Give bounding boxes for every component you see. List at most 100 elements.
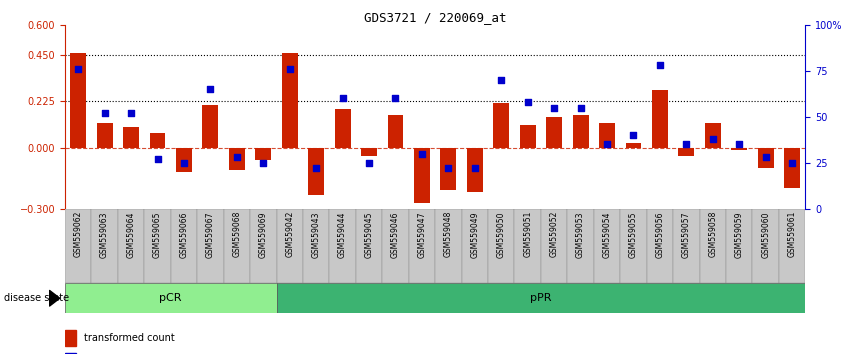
Text: GSM559057: GSM559057 (682, 211, 691, 258)
Text: pCR: pCR (159, 293, 182, 303)
Bar (171, 209, 197, 283)
Bar (520, 125, 536, 148)
Bar (779, 209, 805, 283)
Point (151, 156, 165, 162)
Bar (329, 209, 356, 283)
Point (283, 66, 297, 72)
Text: GSM559054: GSM559054 (603, 211, 611, 258)
Bar (308, 148, 324, 195)
Bar (92, 209, 118, 283)
Bar (65, 330, 76, 346)
Bar (334, 109, 351, 148)
Bar (647, 209, 673, 283)
Bar (70, 53, 86, 148)
Point (362, 160, 376, 166)
Point (256, 160, 270, 166)
Text: GSM559062: GSM559062 (74, 211, 82, 257)
Point (600, 142, 614, 147)
Text: GSM559043: GSM559043 (312, 211, 320, 258)
Bar (594, 209, 620, 283)
Bar (150, 133, 165, 148)
Point (733, 142, 746, 147)
Point (573, 105, 587, 110)
Text: GSM559068: GSM559068 (232, 211, 242, 257)
Point (494, 77, 508, 83)
Bar (700, 209, 726, 283)
Bar (462, 209, 488, 283)
Point (680, 142, 694, 147)
Text: GSM559063: GSM559063 (100, 211, 109, 258)
Text: GSM559053: GSM559053 (576, 211, 585, 258)
Point (98, 110, 112, 116)
Text: GSM559069: GSM559069 (259, 211, 268, 258)
Bar (303, 209, 329, 283)
Text: GSM559046: GSM559046 (391, 211, 400, 258)
Bar (382, 209, 409, 283)
Text: transformed count: transformed count (85, 333, 175, 343)
Text: GSM559061: GSM559061 (788, 211, 797, 257)
Bar (620, 209, 647, 283)
Point (389, 96, 403, 101)
Polygon shape (49, 290, 60, 306)
Bar (65, 353, 76, 354)
Bar (541, 209, 567, 283)
Point (627, 132, 641, 138)
Text: GSM559055: GSM559055 (629, 211, 638, 258)
Text: GSM559045: GSM559045 (365, 211, 373, 258)
Bar (414, 148, 430, 203)
Point (309, 166, 323, 171)
Bar (572, 115, 589, 148)
Point (547, 105, 561, 110)
Bar (514, 209, 541, 283)
Bar (625, 143, 642, 148)
Bar (276, 209, 303, 283)
Text: GSM559051: GSM559051 (523, 211, 533, 257)
Text: GSM559064: GSM559064 (126, 211, 136, 258)
Text: pPR: pPR (530, 293, 552, 303)
Point (71, 66, 85, 72)
Bar (223, 209, 250, 283)
Bar (726, 209, 753, 283)
Bar (599, 123, 615, 148)
Bar (176, 148, 192, 172)
Bar (731, 148, 747, 149)
Text: GDS3721 / 220069_at: GDS3721 / 220069_at (364, 11, 507, 24)
Point (415, 151, 429, 156)
Text: GSM559047: GSM559047 (417, 211, 426, 258)
Point (706, 136, 720, 142)
Bar (65, 283, 276, 313)
Point (520, 99, 534, 105)
Bar (250, 209, 276, 283)
Point (177, 160, 191, 166)
Bar (203, 104, 218, 148)
Text: GSM559050: GSM559050 (497, 211, 506, 258)
Text: GSM559060: GSM559060 (761, 211, 770, 258)
Bar (409, 209, 435, 283)
Bar (276, 283, 805, 313)
Text: GSM559059: GSM559059 (734, 211, 744, 258)
Point (653, 62, 667, 68)
Text: GSM559052: GSM559052 (550, 211, 559, 257)
Bar (678, 148, 695, 156)
Bar (705, 123, 721, 148)
Text: GSM559048: GSM559048 (444, 211, 453, 257)
Bar (785, 148, 800, 188)
Point (785, 160, 799, 166)
Bar (97, 123, 113, 148)
Bar (441, 148, 456, 190)
Text: GSM559067: GSM559067 (206, 211, 215, 258)
Point (204, 86, 217, 92)
Bar (356, 209, 382, 283)
Bar (753, 209, 779, 283)
Bar (488, 209, 514, 283)
Bar (229, 148, 245, 170)
Text: GSM559056: GSM559056 (656, 211, 664, 258)
Text: GSM559058: GSM559058 (708, 211, 717, 257)
Text: disease state: disease state (4, 293, 69, 303)
Bar (435, 209, 462, 283)
Bar (123, 127, 139, 148)
Bar (673, 209, 700, 283)
Bar (467, 148, 482, 193)
Text: GSM559044: GSM559044 (338, 211, 347, 258)
Point (468, 166, 481, 171)
